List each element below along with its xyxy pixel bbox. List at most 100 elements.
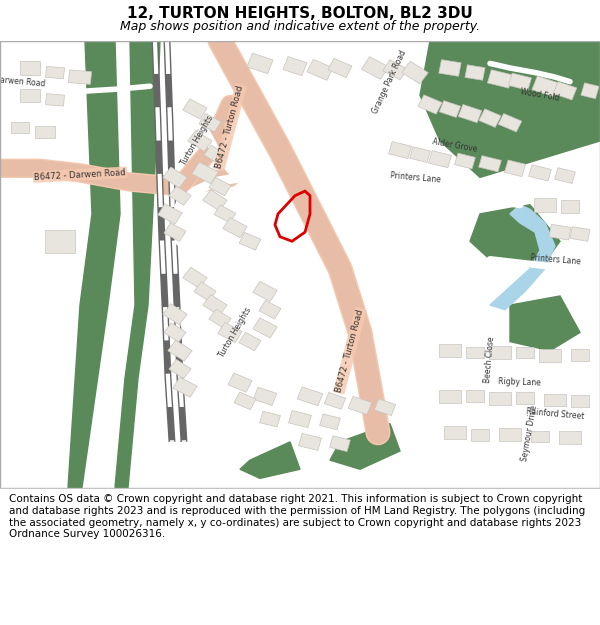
Bar (158, 204, 182, 224)
Polygon shape (420, 41, 600, 177)
Text: Contains OS data © Crown copyright and database right 2021. This information is : Contains OS data © Crown copyright and d… (9, 494, 585, 539)
Bar (169, 186, 191, 205)
Text: Turton Heights: Turton Heights (179, 114, 215, 168)
Text: Wood Fold: Wood Fold (520, 88, 560, 103)
Bar (418, 95, 442, 114)
Bar (439, 101, 461, 118)
Bar (320, 414, 340, 429)
Bar (183, 268, 207, 288)
Bar (581, 83, 599, 99)
Text: Map shows position and indicative extent of the property.: Map shows position and indicative extent… (120, 20, 480, 33)
Bar (465, 65, 485, 80)
Bar (247, 53, 273, 74)
Bar (539, 349, 561, 362)
Bar (169, 359, 191, 379)
Text: B6472 - Turton Road: B6472 - Turton Road (335, 308, 365, 393)
Polygon shape (330, 424, 400, 469)
Bar (164, 323, 186, 342)
Bar (168, 340, 192, 361)
Bar (499, 428, 521, 441)
Bar (46, 94, 64, 106)
Bar (439, 390, 461, 402)
Bar (299, 433, 322, 451)
Bar (498, 114, 522, 132)
Text: Rigby Lane: Rigby Lane (499, 378, 542, 388)
Text: Printers Lane: Printers Lane (389, 171, 440, 184)
Bar (204, 145, 226, 164)
Bar (374, 399, 395, 416)
Bar (289, 411, 311, 428)
Bar (234, 392, 256, 410)
Bar (253, 318, 277, 338)
Bar (549, 224, 571, 240)
Bar (46, 66, 64, 79)
Polygon shape (68, 41, 120, 488)
Polygon shape (470, 205, 560, 269)
Bar (361, 57, 389, 79)
Text: B6472 - Turton Road: B6472 - Turton Road (215, 85, 245, 170)
Bar (529, 165, 551, 181)
Bar (329, 436, 350, 452)
Bar (199, 114, 221, 132)
Bar (68, 70, 92, 84)
Bar (505, 160, 526, 177)
Bar (544, 394, 566, 406)
Text: Beech Close: Beech Close (484, 336, 497, 383)
Bar (489, 392, 511, 404)
Bar (444, 426, 466, 439)
Bar (214, 205, 236, 222)
Text: Seymour Drive: Seymour Drive (521, 404, 539, 462)
Bar (348, 396, 372, 414)
Bar (516, 347, 534, 359)
Bar (455, 153, 475, 169)
Bar (260, 411, 280, 427)
Bar (164, 223, 186, 241)
Bar (194, 282, 216, 301)
Bar (571, 349, 589, 361)
Bar (35, 126, 55, 138)
Bar (209, 177, 231, 196)
Bar (325, 392, 346, 409)
Text: B6472 - Darwen Road: B6472 - Darwen Road (34, 168, 126, 182)
Bar (531, 431, 549, 442)
Bar (20, 89, 40, 102)
Polygon shape (510, 296, 580, 351)
Bar (20, 61, 40, 75)
Text: Alder Grove: Alder Grove (432, 137, 478, 154)
Bar (239, 332, 261, 351)
Bar (389, 141, 412, 159)
Bar (383, 60, 407, 80)
Bar (479, 109, 501, 127)
Bar (173, 377, 197, 398)
Bar (203, 294, 227, 316)
Text: Darwen Road: Darwen Road (0, 75, 46, 88)
Bar (283, 57, 307, 76)
Text: 12, TURTON HEIGHTS, BOLTON, BL2 3DU: 12, TURTON HEIGHTS, BOLTON, BL2 3DU (127, 6, 473, 21)
Bar (534, 198, 556, 212)
Bar (218, 322, 242, 342)
Bar (253, 387, 277, 406)
Polygon shape (490, 205, 555, 309)
Bar (188, 131, 212, 151)
Bar (489, 346, 511, 359)
Bar (228, 373, 252, 392)
Polygon shape (115, 41, 160, 488)
Bar (561, 200, 579, 213)
Bar (163, 304, 187, 324)
Bar (163, 167, 187, 188)
Bar (209, 309, 231, 328)
Bar (553, 82, 577, 100)
Bar (239, 232, 261, 250)
Bar (471, 429, 489, 441)
Bar (466, 347, 484, 359)
Bar (516, 392, 534, 404)
Bar (192, 162, 218, 184)
Bar (554, 168, 575, 184)
Bar (259, 301, 281, 319)
Bar (223, 217, 247, 238)
Bar (466, 391, 484, 402)
Bar (439, 344, 461, 357)
Bar (479, 156, 502, 172)
Bar (11, 122, 29, 132)
Polygon shape (240, 442, 300, 478)
